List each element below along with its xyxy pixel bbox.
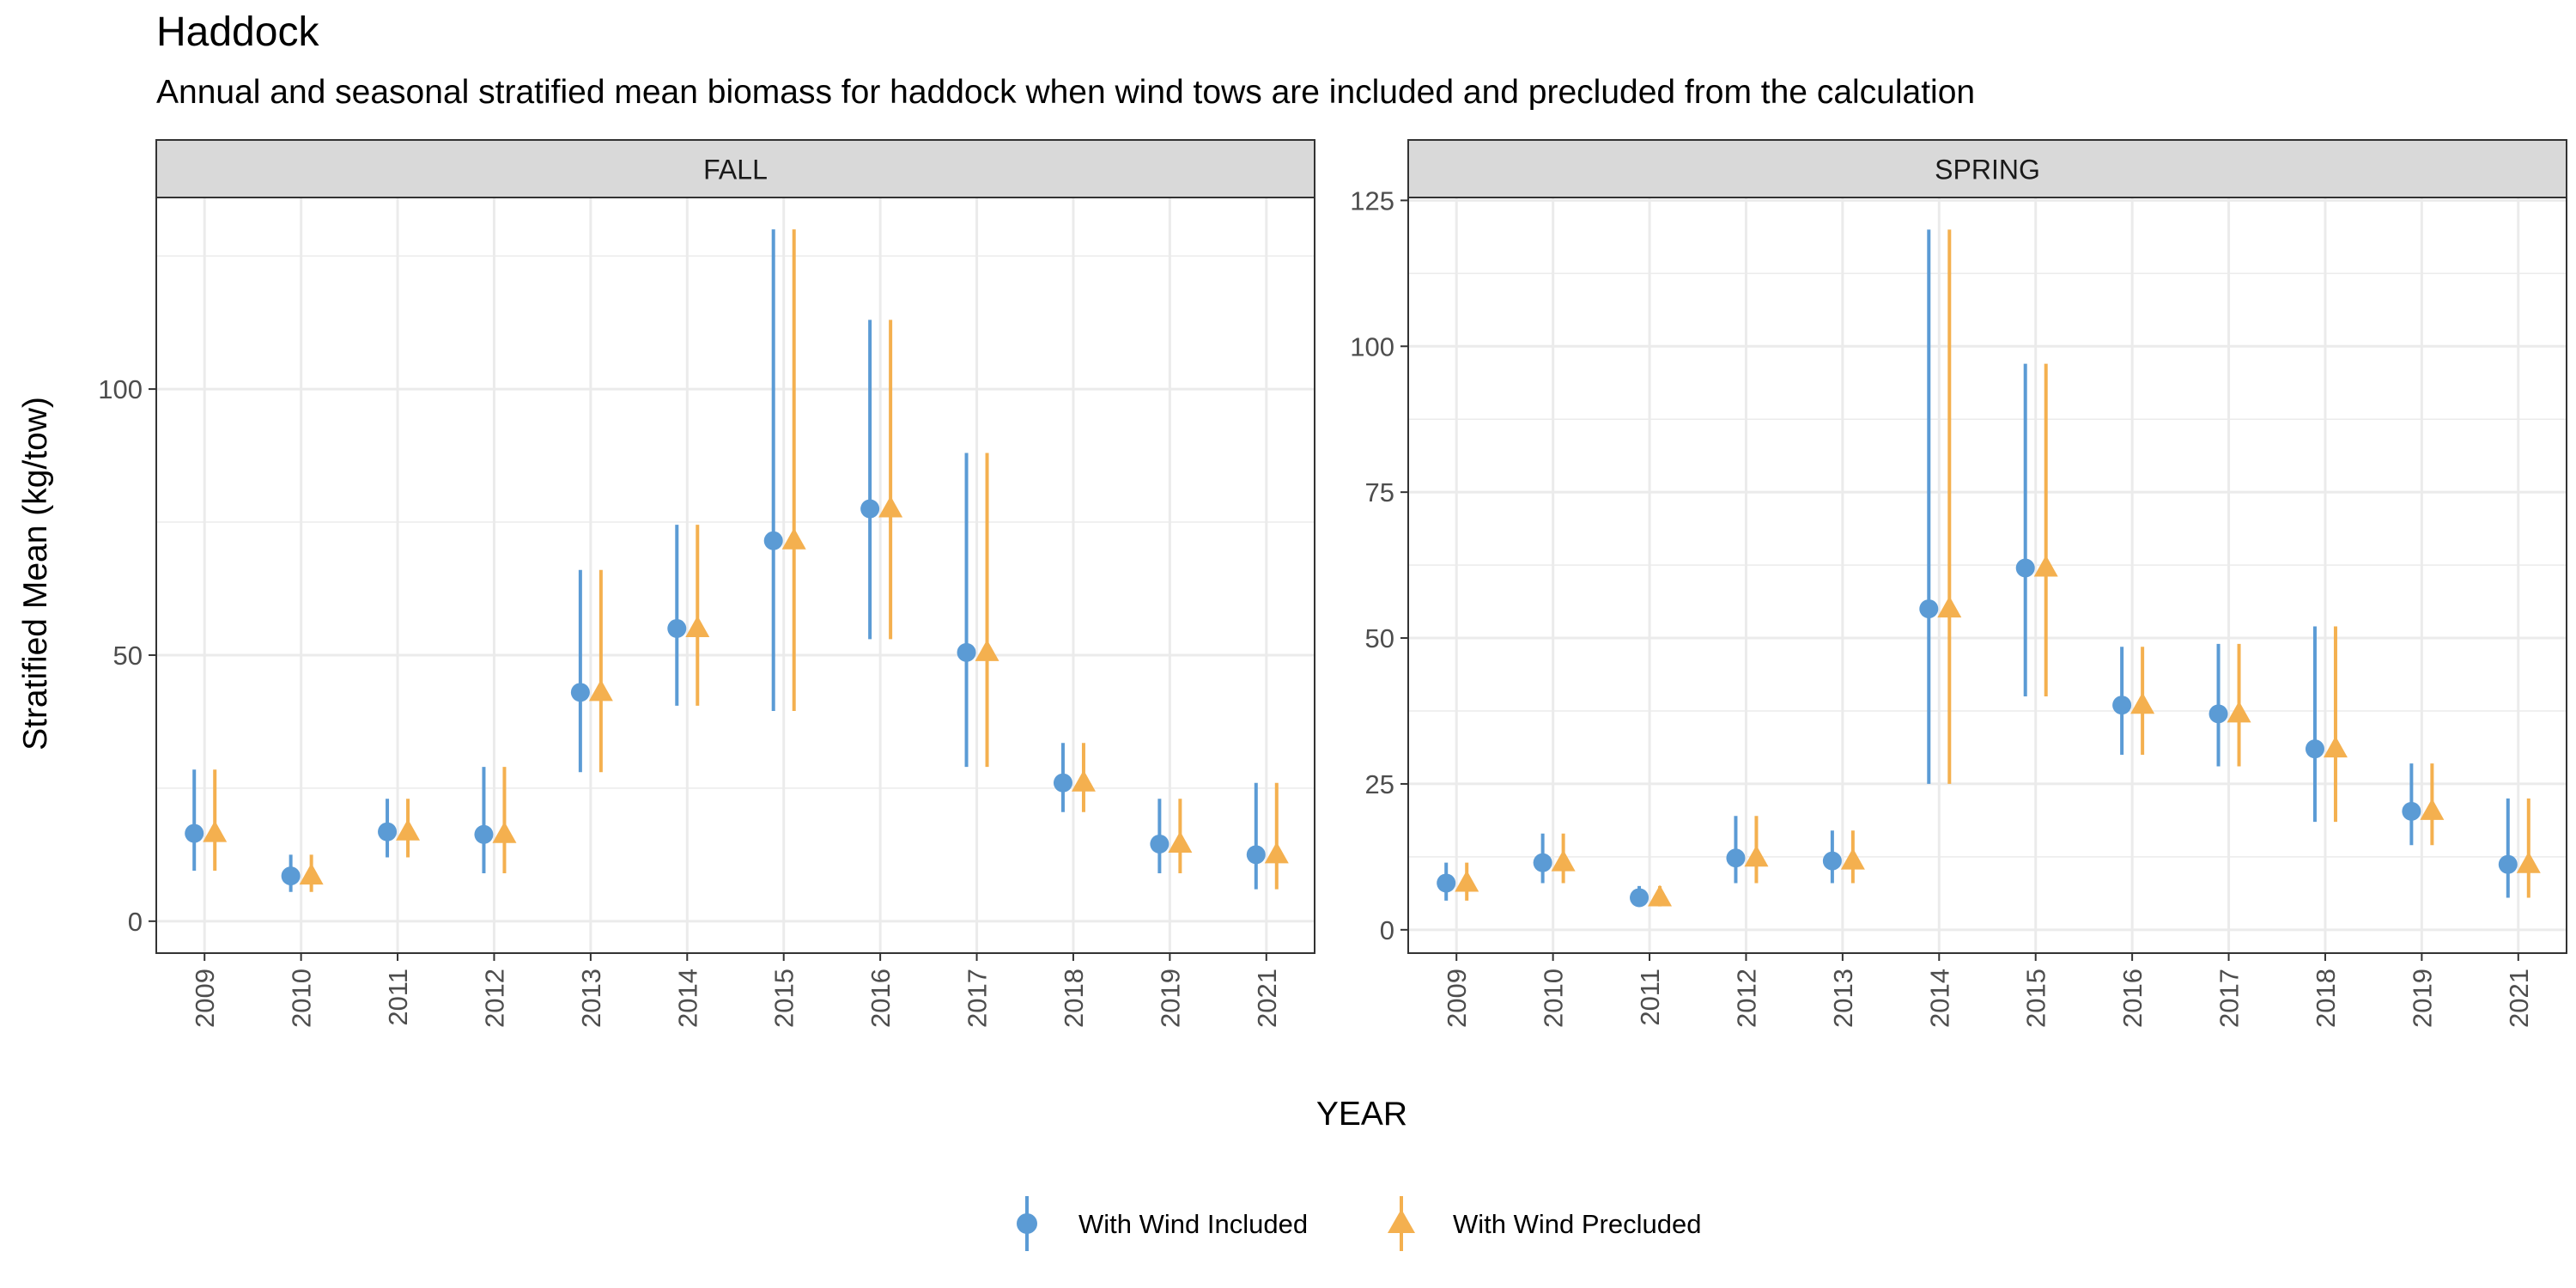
point-included [2305, 739, 2324, 759]
point-precluded [299, 863, 324, 885]
point-precluded [1937, 596, 1962, 618]
strip-label-fall: FALL [703, 155, 768, 185]
legend: With Wind Included With Wind Precluded [1017, 1196, 1701, 1251]
strip-label-spring: SPRING [1935, 155, 2040, 185]
point-precluded [1840, 848, 1865, 870]
x-tick-label: 2012 [1731, 969, 1761, 1028]
point-included [281, 866, 301, 886]
x-tick-label: 2014 [672, 969, 702, 1028]
point-included [860, 499, 880, 519]
point-precluded [203, 820, 228, 842]
point-included [667, 618, 687, 638]
x-tick-label: 2018 [1059, 969, 1089, 1028]
point-precluded [2516, 851, 2541, 873]
point-precluded [2420, 798, 2445, 820]
point-precluded [781, 527, 806, 550]
point-precluded [1071, 769, 1096, 792]
point-included [2498, 854, 2518, 874]
x-tick-label: 2019 [2407, 969, 2437, 1028]
x-tick-label: 2011 [383, 969, 413, 1026]
y-tick-label: 100 [1350, 331, 1394, 361]
point-included [185, 823, 204, 843]
y-tick-label: 125 [1350, 185, 1394, 216]
y-tick-label: 25 [1365, 769, 1394, 799]
point-included [1053, 773, 1072, 793]
strip-spring [1407, 139, 2567, 198]
x-tick-label: 2016 [2117, 969, 2148, 1028]
x-tick-label: 2018 [2311, 969, 2341, 1028]
y-tick-label: 100 [98, 374, 143, 404]
point-precluded [1551, 849, 1576, 872]
point-included [1150, 834, 1170, 854]
point-precluded [1264, 841, 1289, 864]
x-tick-label: 2010 [1539, 969, 1569, 1028]
point-precluded [588, 679, 613, 702]
point-included [1630, 888, 1649, 908]
point-included [1919, 599, 1939, 619]
point-precluded [1744, 845, 1769, 867]
point-precluded [1648, 884, 1673, 907]
panel-border-spring [1407, 197, 2567, 954]
x-tick-label: 2015 [2021, 969, 2051, 1028]
y-tick-label: 0 [128, 907, 143, 937]
panel-spring: SPRING 0 25 50 75 100 125 2009 2010 2011 2012 2013 2… [1350, 139, 2567, 1028]
point-precluded [1168, 830, 1193, 853]
point-included [2112, 696, 2132, 715]
point-precluded [975, 639, 999, 661]
point-precluded [396, 818, 421, 841]
legend-key-included [1017, 1213, 1037, 1234]
legend-label-included: With Wind Included [1078, 1209, 1308, 1239]
point-precluded [1455, 870, 1479, 892]
y-axis-label: Stratified Mean (kg/tow) [17, 397, 54, 750]
x-tick-label: 2014 [1924, 969, 1954, 1028]
legend-key-precluded [1388, 1209, 1415, 1233]
x-tick-label: 2009 [1442, 969, 1472, 1028]
point-included [474, 824, 494, 844]
x-tick-label: 2011 [1635, 969, 1665, 1026]
point-included [2015, 558, 2035, 578]
x-tick-label: 2017 [2215, 969, 2245, 1028]
y-tick-label: 75 [1365, 477, 1394, 507]
point-included [1246, 845, 1266, 865]
x-axis-label: YEAR [1316, 1096, 1407, 1133]
y-tick-label: 50 [1365, 623, 1394, 653]
point-precluded [492, 821, 517, 843]
point-included [1533, 853, 1552, 872]
panel-fall: FALL 0 50 100 2009 2010 2011 2012 2013 2014 2015 20… [98, 139, 1315, 1028]
point-precluded [2227, 701, 2251, 723]
point-included [2402, 801, 2421, 821]
point-included [763, 531, 783, 550]
x-tick-label: 2013 [576, 969, 606, 1028]
x-tick-label: 2012 [479, 969, 509, 1028]
x-tick-label: 2021 [2504, 969, 2534, 1028]
point-included [1822, 851, 1842, 871]
panel-border-fall [155, 197, 1315, 954]
x-tick-label: 2016 [866, 969, 896, 1028]
x-tick-label: 2019 [1155, 969, 1185, 1028]
x-tick-label: 2015 [769, 969, 799, 1028]
point-precluded [2033, 555, 2058, 577]
chart-title: Haddock [156, 9, 319, 55]
point-precluded [685, 615, 710, 637]
point-precluded [2130, 692, 2155, 714]
point-included [378, 822, 398, 841]
point-precluded [878, 495, 903, 518]
x-tick-label: 2013 [1828, 969, 1858, 1028]
x-tick-label: 2010 [287, 969, 317, 1028]
point-included [2208, 704, 2228, 724]
y-tick-label: 50 [113, 641, 143, 671]
x-tick-label: 2021 [1252, 969, 1282, 1028]
x-tick-label: 2017 [963, 969, 993, 1028]
y-tick-label: 0 [1380, 915, 1394, 945]
legend-label-precluded: With Wind Precluded [1453, 1209, 1701, 1239]
point-precluded [2323, 736, 2348, 758]
point-included [570, 683, 590, 702]
chart-subtitle: Annual and seasonal stratified mean biom… [156, 74, 1976, 111]
point-included [957, 642, 976, 662]
x-tick-label: 2009 [190, 969, 220, 1028]
point-included [1726, 848, 1746, 868]
point-included [1437, 873, 1456, 893]
